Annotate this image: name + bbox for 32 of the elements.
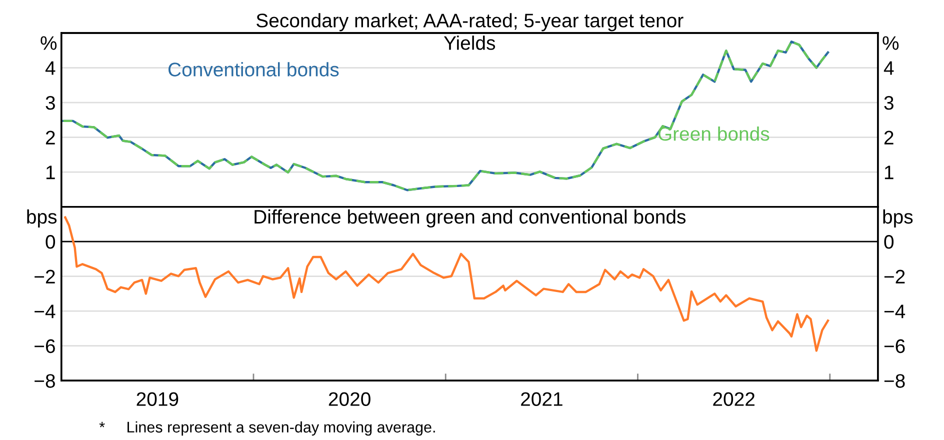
y-tick-label: 3 <box>46 96 55 110</box>
y-tick-label: −8 <box>34 374 55 388</box>
y2-tick-label: 3 <box>884 96 894 110</box>
series-label: Green bonds <box>658 126 770 141</box>
y-tick-label: 1 <box>46 166 55 180</box>
y2-axis-title: % <box>882 36 899 50</box>
y-tick-label: 4 <box>45 61 56 75</box>
x-tick-label: 2022 <box>713 392 754 406</box>
y-tick-label: 0 <box>46 235 56 249</box>
y2-tick-label: 4 <box>884 61 894 75</box>
x-tick-label: 2019 <box>136 392 178 406</box>
y2-tick-label: −2 <box>884 270 905 284</box>
text: * Lines represent a seven-day moving average. <box>99 421 435 436</box>
y2-tick-label: −4 <box>884 304 906 318</box>
y-axis-title: % <box>40 36 57 50</box>
y2-tick-label: 1 <box>884 166 894 180</box>
y-tick-label: −2 <box>34 270 55 284</box>
x-tick-label: 2020 <box>328 392 370 406</box>
y-tick-label: −4 <box>34 304 56 318</box>
y2-tick-label: 0 <box>884 235 894 249</box>
y2-tick-label: 2 <box>884 130 894 144</box>
text: Conventional bonds <box>168 62 339 76</box>
y2-tick-label: −8 <box>884 374 905 388</box>
y-axis-title: bps <box>27 209 57 228</box>
y-tick-label: 2 <box>46 130 55 144</box>
x-tick-label: 2021 <box>521 392 562 406</box>
chart-title: Difference between green and conventional bonds <box>254 209 686 228</box>
chart-title: Secondary market; AAA-rated; 5-year target tenor <box>256 13 684 32</box>
chart-subtitle: Yields <box>444 36 496 50</box>
y2-axis-title: bps <box>883 209 913 228</box>
y2-tick-label: −6 <box>884 339 905 354</box>
y-tick-label: −6 <box>34 339 55 354</box>
